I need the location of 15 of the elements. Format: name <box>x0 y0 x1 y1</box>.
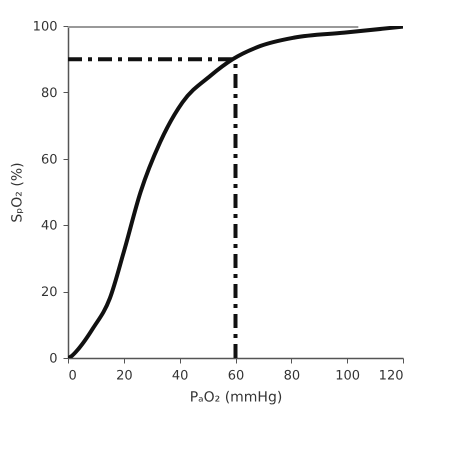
y-tick-label: 100 <box>32 20 58 34</box>
x-tick-label: 60 <box>228 368 244 384</box>
x-axis-title: PₐO₂ (mmHg) <box>190 390 282 406</box>
y-tick-label: 0 <box>49 352 58 366</box>
y-tick-label: 60 <box>40 152 58 168</box>
x-tick-label: 40 <box>172 368 188 384</box>
y-tick-label: 20 <box>40 285 58 300</box>
x-tick-label: 120 <box>378 368 404 384</box>
x-tick-label: 20 <box>116 368 133 384</box>
x-tick-label: 0 <box>68 368 77 384</box>
x-tick-label: 100 <box>335 368 360 384</box>
x-tick-label: 80 <box>284 368 300 384</box>
y-axis-title: SₚO₂ (%) <box>10 162 26 223</box>
y-tick-label: 40 <box>40 218 58 234</box>
y-tick-label: 80 <box>40 86 58 101</box>
